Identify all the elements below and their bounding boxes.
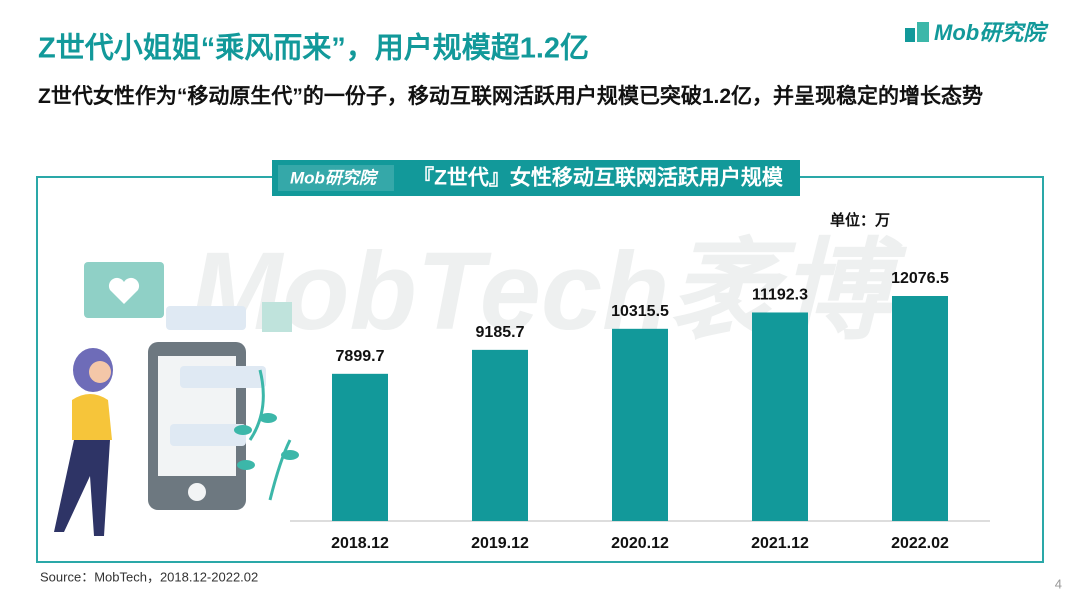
logo: Mob研究院 — [934, 20, 1049, 45]
page-number: 4 — [1055, 576, 1062, 591]
badge-bg — [278, 165, 394, 191]
x-tick-label: 2021.12 — [751, 535, 809, 552]
plot: 7899.7 2018.12 9185.7 2019.12 10315.5 2020.12… — [290, 270, 990, 552]
source: Source：MobTech，2018.12-2022.02 — [40, 569, 258, 584]
bar — [892, 296, 948, 521]
unit-label: 单位：万 — [830, 211, 890, 229]
x-tick-label: 2019.12 — [471, 535, 529, 552]
chart-badge: Mob研究院 — [290, 168, 379, 187]
slide-title: Z世代小姐姐“乘风而来”，用户规模超1.2亿 — [38, 31, 589, 65]
value-label: 7899.7 — [336, 348, 385, 365]
subtitle: Z世代女性作为“移动原生代”的一份子，移动互联网活跃用户规模已突破1.2亿，并呈… — [38, 85, 984, 108]
logo-mark — [905, 22, 929, 42]
x-tick-label: 2020.12 — [611, 535, 669, 552]
value-label: 11192.3 — [752, 287, 808, 304]
bar — [332, 373, 388, 521]
subtitle-box: Z世代女性作为“移动原生代”的一份子，移动互联网活跃用户规模已突破1.2亿，并呈… — [38, 85, 984, 108]
x-tick-label: 2018.12 — [331, 535, 389, 552]
bar — [612, 328, 668, 521]
value-label: 10315.5 — [611, 303, 669, 320]
chart-header-bg — [272, 160, 800, 196]
chart-title: 『Z世代』女性移动互联网活跃用户规模 — [413, 166, 784, 190]
bar — [472, 349, 528, 521]
value-label: 9185.7 — [476, 324, 525, 341]
illustration — [54, 262, 299, 536]
value-label: 12076.5 — [891, 270, 949, 287]
bar — [752, 312, 808, 521]
x-tick-label: 2022.02 — [891, 535, 949, 552]
